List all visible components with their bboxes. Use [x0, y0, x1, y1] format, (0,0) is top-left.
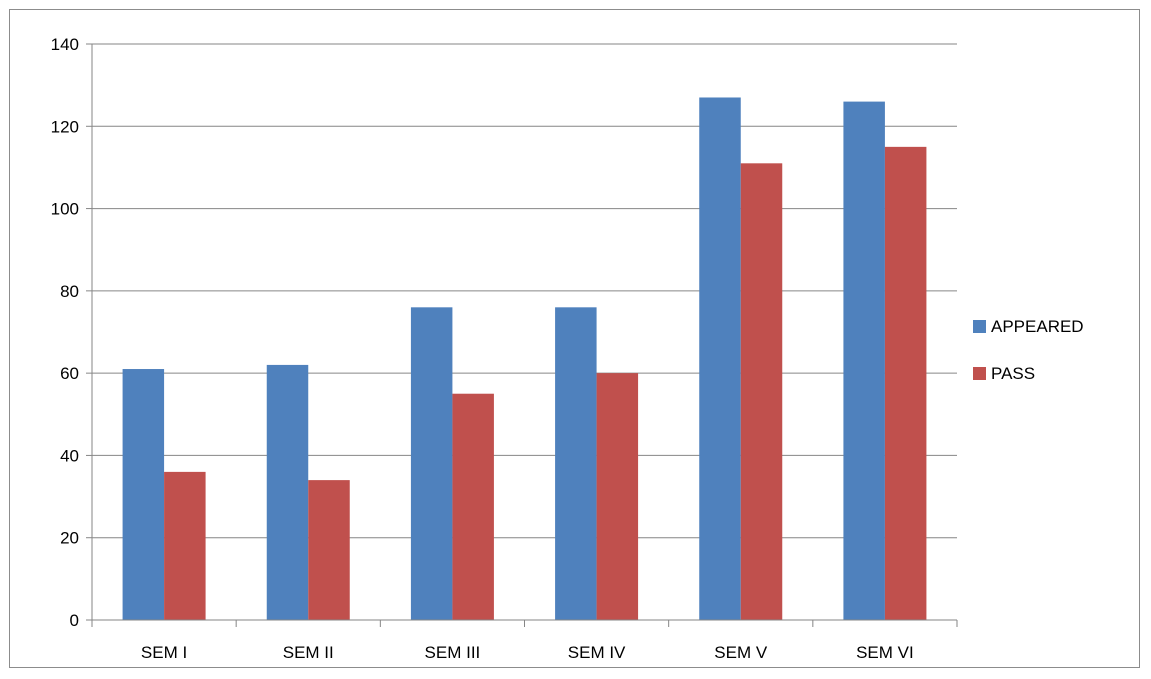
bar-appeared-3	[555, 307, 597, 620]
x-tick-label: SEM III	[425, 643, 481, 662]
legend: APPEARED PASS	[973, 317, 1084, 383]
bar-appeared-5	[843, 101, 885, 621]
legend-swatch-appeared	[973, 320, 986, 333]
y-axis-tick-labels: 0 20 40 60 80 100 120 140	[51, 35, 79, 630]
y-tick-label: 60	[60, 364, 79, 383]
y-tick-label: 120	[51, 117, 79, 136]
y-tick-label: 20	[60, 529, 79, 548]
y-tick-label: 140	[51, 35, 79, 54]
bar-appeared-0	[122, 369, 165, 620]
x-tick-label: SEM VI	[856, 643, 914, 662]
bar-appeared-4	[699, 97, 741, 620]
x-tick-label: SEM IV	[568, 643, 626, 662]
legend-label-appeared: APPEARED	[991, 317, 1084, 336]
bar-pass-2	[452, 393, 494, 620]
bar-pass-5	[884, 146, 927, 620]
bar-pass-3	[596, 373, 639, 620]
bar-pass-4	[740, 163, 783, 621]
y-tick-label: 40	[60, 446, 79, 465]
y-tick-label: 100	[51, 200, 79, 219]
x-axis-tick-labels: SEM I SEM II SEM III SEM IV SEM V SEM VI	[141, 643, 914, 662]
gridlines	[92, 43, 957, 539]
axes	[86, 43, 958, 627]
legend-swatch-pass	[973, 367, 986, 380]
bar-pass-0	[164, 471, 206, 620]
x-tick-label: SEM V	[714, 643, 768, 662]
bar-appeared-1	[266, 364, 309, 620]
x-tick-label: SEM II	[283, 643, 334, 662]
bar-appeared-2	[410, 307, 453, 620]
y-tick-label: 80	[60, 282, 79, 301]
legend-label-pass: PASS	[991, 364, 1035, 383]
x-tick-label: SEM I	[141, 643, 187, 662]
bar-pass-1	[308, 480, 350, 620]
y-tick-label: 0	[70, 611, 79, 630]
bars	[122, 97, 927, 621]
